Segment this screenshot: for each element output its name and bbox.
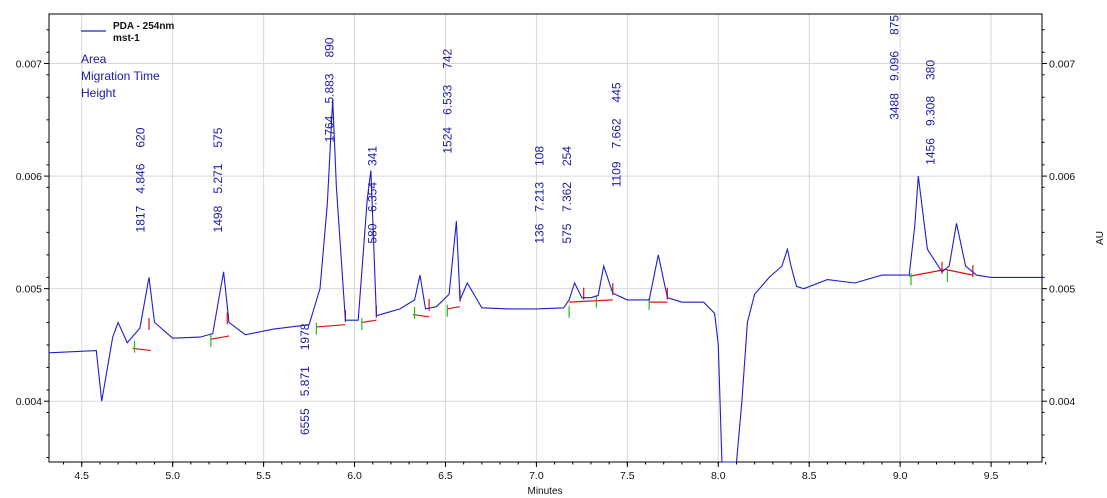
peak-height-label: 890 (322, 37, 336, 57)
peak-annotation: 1817 4.846 620 (134, 127, 148, 232)
x-tick-label: 9.5 (984, 470, 999, 482)
peak-markers (133, 261, 974, 353)
integration-baselines (132, 268, 974, 352)
y-axis-ticks-left: 0.004 0.005 0.006 0.007 (16, 29, 49, 458)
y-tick-label-left: 0.007 (16, 59, 42, 71)
peak-height-label: 742 (440, 48, 454, 68)
peak-migration-time-label: 6.533 (440, 84, 454, 114)
peak-area-label: 1109 (609, 161, 623, 187)
peak-height-label: 1978 (298, 323, 312, 350)
peak-annotation: 575 7.362 254 (560, 146, 574, 244)
peak-area-label: 575 (560, 223, 574, 243)
peak-height-label: 875 (887, 15, 901, 35)
x-tick-label: 8.0 (711, 470, 726, 482)
peak-height-label: 108 (533, 146, 547, 166)
x-tick-label: 9.0 (893, 470, 908, 482)
y-tick-label-right: 0.004 (1049, 396, 1075, 408)
peak-migration-time-label: 9.308 (924, 96, 938, 126)
legend-item-height: Height (81, 86, 116, 100)
peak-area-label: 1498 (211, 205, 225, 232)
peak-area-label: 3488 (887, 93, 901, 120)
y-tick-label-right: 0.007 (1049, 59, 1075, 71)
peak-height-label: 575 (211, 127, 225, 147)
peak-migration-time-label: 5.883 (322, 73, 336, 103)
peak-migration-time-label: 4.846 (134, 163, 148, 193)
legend: PDA - 254nm mst-1 Area Migration Time He… (81, 21, 174, 100)
peak-annotation: 1524 6.533 742 (440, 48, 454, 153)
grid-lines (49, 14, 1042, 462)
y-axis-title-right: AU (1095, 231, 1106, 245)
peak-annotation: 1498 5.271 575 (211, 127, 225, 232)
x-axis-ticks: 4.5 5.0 5.5 6.0 6.5 7.0 7.5 8.0 8.5 9.0 9.5 (63, 462, 1047, 482)
peak-height-label: 254 (560, 146, 574, 166)
baseline-segment (132, 347, 151, 352)
peak-area-label: 580 (365, 223, 379, 243)
peak-area-label: 136 (533, 223, 547, 243)
peak-height-label: 341 (365, 146, 379, 166)
peak-area-label: 6555 (298, 408, 312, 435)
baseline-segment (447, 306, 461, 310)
baseline-segment (569, 299, 613, 303)
x-tick-label: 6.0 (347, 470, 362, 482)
x-tick-label: 5.5 (256, 470, 271, 482)
plot-area-frame (48, 13, 1043, 463)
baseline-segment (909, 268, 946, 277)
peak-annotations: 1817 4.846 620 1498 5.271 575 6555 5.871 1978 176… (134, 15, 938, 435)
x-tick-label: 7.5 (620, 470, 635, 482)
peak-migration-time-label: 7.662 (609, 118, 623, 148)
peak-height-label: 620 (134, 127, 148, 147)
peak-annotation: 6555 5.871 1978 (298, 323, 312, 435)
peak-annotation: 1764 5.883 890 (322, 37, 336, 142)
peak-area-label: 1456 (924, 138, 938, 165)
peak-area-label: 1764 (322, 115, 336, 142)
legend-item-migration-time: Migration Time (81, 69, 160, 83)
peak-migration-time-label: 6.354 (365, 182, 379, 212)
y-tick-label-left: 0.005 (16, 284, 42, 296)
y-axis-ticks-right: 0.004 0.005 0.006 0.007 (1042, 29, 1075, 458)
legend-item-area: Area (81, 52, 107, 66)
baseline-segment (361, 319, 377, 324)
peak-migration-time-label: 9.096 (887, 51, 901, 81)
baseline-segment (412, 313, 430, 318)
peak-area-label: 1817 (134, 205, 148, 232)
baseline-segment (316, 324, 346, 328)
baseline-segment (945, 268, 974, 276)
x-tick-label: 4.5 (74, 470, 89, 482)
legend-sample-name: mst-1 (113, 33, 140, 44)
y-tick-label-right: 0.005 (1049, 284, 1075, 296)
y-tick-label-left: 0.006 (16, 171, 42, 183)
peak-migration-time-label: 5.271 (211, 163, 225, 193)
peak-annotation: 3488 9.096 875 (887, 15, 901, 120)
legend-series-name: PDA - 254nm (113, 21, 174, 32)
peak-migration-time-label: 7.213 (533, 182, 547, 212)
peak-height-label: 380 (924, 60, 938, 80)
x-tick-label: 6.5 (438, 470, 453, 482)
series-line-pda-254nm (48, 99, 1042, 463)
peak-migration-time-label: 7.362 (560, 182, 574, 212)
peak-area-label: 1524 (440, 127, 454, 154)
peak-annotation: 580 6.354 341 (365, 146, 379, 244)
y-tick-label-right: 0.006 (1049, 171, 1075, 183)
baseline-segment (210, 335, 230, 340)
x-tick-label: 5.0 (165, 470, 180, 482)
x-tick-label: 7.0 (529, 470, 544, 482)
y-tick-label-left: 0.004 (16, 396, 42, 408)
peak-annotation: 1456 9.308 380 (924, 60, 938, 165)
peak-migration-time-label: 5.871 (298, 366, 312, 396)
peak-height-label: 445 (609, 82, 623, 102)
x-axis-title: Minutes (527, 486, 562, 497)
x-tick-label: 8.5 (802, 470, 817, 482)
peak-annotation: 1109 7.662 445 (609, 82, 623, 187)
peak-annotation: 136 7.213 108 (533, 146, 547, 244)
